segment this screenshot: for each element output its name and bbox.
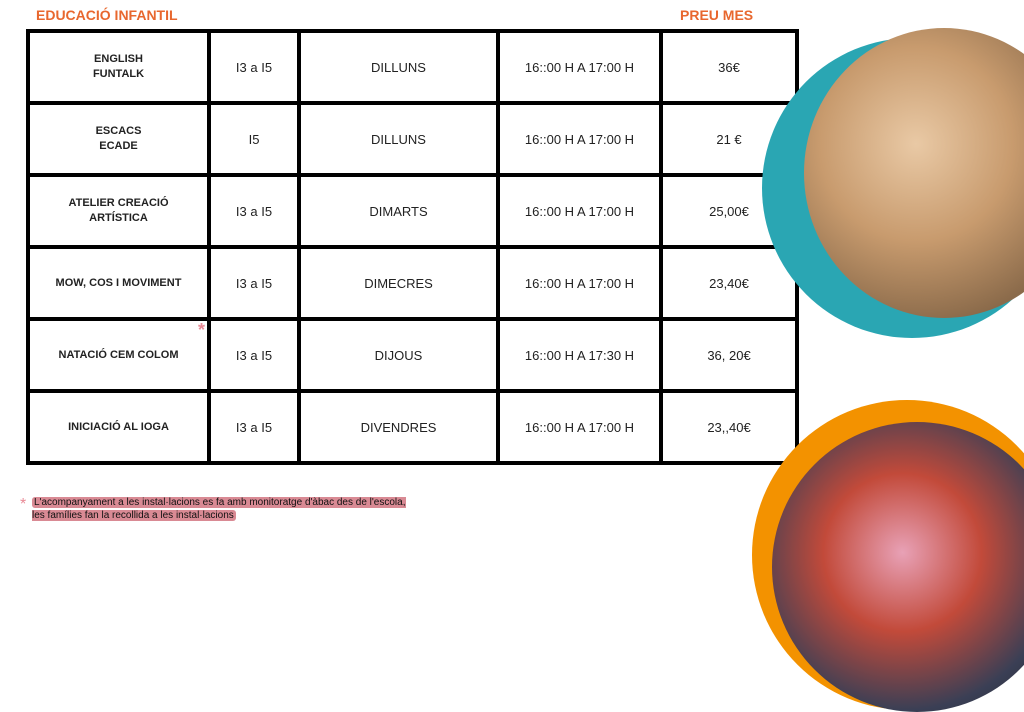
price-header: PREU MES [680, 7, 754, 23]
activity-name: NATACIÓ CEM COLOM * [26, 317, 211, 393]
table-row: NATACIÓ CEM COLOM * I3 a I5 DIJOUS 16::00 H … [26, 317, 799, 393]
activities-table: ENGLISH FUNTALK I3 a I5 DILLUNS 16::00 H A … [26, 29, 799, 465]
asterisk-icon: * [197, 320, 205, 340]
schedule: 16::00 H A 17:00 H [496, 101, 663, 177]
activity-label: ATELIER CREACIÓ ARTÍSTICA [68, 197, 169, 224]
section-title: EDUCACIÓ INFANTIL [36, 7, 178, 23]
asterisk-icon: * [20, 496, 27, 513]
table-row: ENGLISH FUNTALK I3 a I5 DILLUNS 16::00 H A … [26, 29, 799, 105]
photo-children-dice [762, 28, 1024, 338]
activity-label: ENGLISH FUNTALK [92, 53, 145, 80]
weekday: DIMARTS [297, 173, 500, 249]
age-range: I3 a I5 [207, 317, 301, 393]
footnote: L'acompanyament a les instal·lacions es … [32, 496, 414, 522]
age-range: I3 a I5 [207, 29, 301, 105]
activity-label: NATACIÓ CEM COLOM [58, 348, 179, 361]
activity-name: INICIACIÓ AL IOGA [26, 389, 211, 465]
footnote-text: L'acompanyament a les instal·lacions es … [32, 497, 406, 521]
schedule: 16::00 H A 17:00 H [496, 245, 663, 321]
schedule: 16::00 H A 17:30 H [496, 317, 663, 393]
weekday: DIMECRES [297, 245, 500, 321]
weekday: DILLUNS [297, 29, 500, 105]
activity-label: ESCACS ECADE [95, 125, 142, 152]
weekday: DIVENDRES [297, 389, 500, 465]
age-range: I3 a I5 [207, 389, 301, 465]
price: 36€ [659, 29, 799, 105]
schedule: 16::00 H A 17:00 H [496, 173, 663, 249]
age-range: I5 [207, 101, 301, 177]
age-range: I3 a I5 [207, 245, 301, 321]
age-range: I3 a I5 [207, 173, 301, 249]
table-row: MOW, COS I MOVIMENT I3 a I5 DIMECRES 16::00… [26, 245, 799, 321]
activity-name: ENGLISH FUNTALK [26, 29, 211, 105]
weekday: DIJOUS [297, 317, 500, 393]
weekday: DILLUNS [297, 101, 500, 177]
price: 36, 20€ [659, 317, 799, 393]
table-row: INICIACIÓ AL IOGA I3 a I5 DIVENDRES 16::00 … [26, 389, 799, 465]
activity-label: INICIACIÓ AL IOGA [68, 420, 169, 433]
activity-name: ESCACS ECADE [26, 101, 211, 177]
price: 23,,40€ [659, 389, 799, 465]
schedule: 16::00 H A 17:00 H [496, 29, 663, 105]
table-row: ATELIER CREACIÓ ARTÍSTICA I3 a I5 DIMARTS 1… [26, 173, 799, 249]
activity-name: MOW, COS I MOVIMENT [26, 245, 211, 321]
price: 23,40€ [659, 245, 799, 321]
activity-label: MOW, COS I MOVIMENT [55, 276, 182, 289]
activity-name: ATELIER CREACIÓ ARTÍSTICA [26, 173, 211, 249]
schedule: 16::00 H A 17:00 H [496, 389, 663, 465]
